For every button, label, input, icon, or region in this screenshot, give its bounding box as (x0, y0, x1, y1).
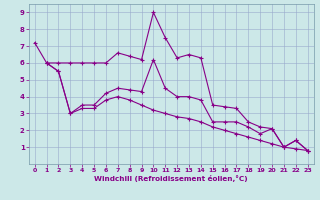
X-axis label: Windchill (Refroidissement éolien,°C): Windchill (Refroidissement éolien,°C) (94, 175, 248, 182)
